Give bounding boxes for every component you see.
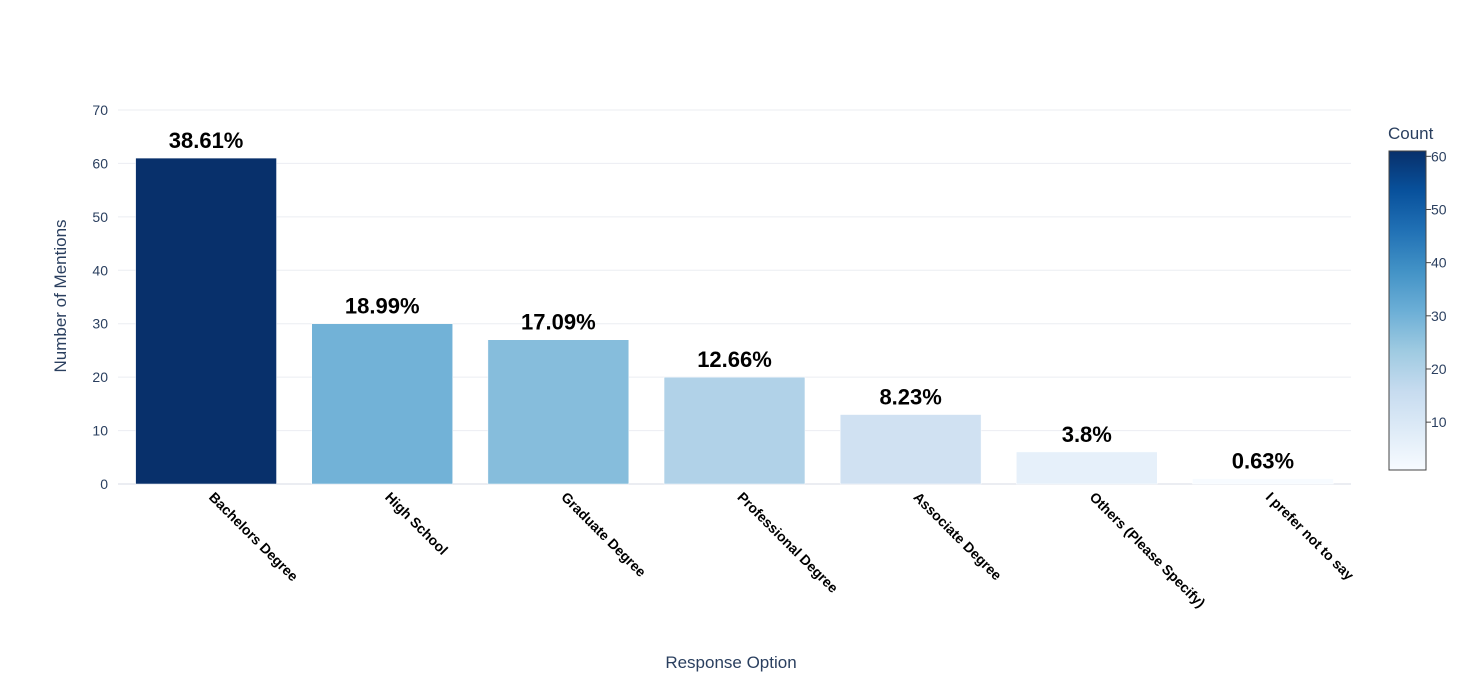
- x-axis-title: Response Option: [665, 653, 796, 672]
- bar-data-label: 12.66%: [697, 347, 772, 372]
- bar[interactable]: [1192, 478, 1334, 485]
- bar[interactable]: [1016, 451, 1158, 485]
- colorbar-ticks: 10 20 30 40 50 60: [1426, 148, 1447, 430]
- bar[interactable]: [311, 323, 453, 485]
- x-axis-category-labels: Bachelors Degree High School Graduate Degr…: [206, 489, 1357, 611]
- colorbar-tick-label: 20: [1431, 361, 1447, 377]
- colorbar-tick-label: 10: [1431, 414, 1447, 430]
- colorbar-tick-label: 30: [1431, 308, 1447, 324]
- y-tick-label: 0: [100, 476, 108, 492]
- colorbar-gradient: [1388, 150, 1427, 471]
- bar[interactable]: [135, 157, 277, 485]
- data-labels: 38.61% 18.99% 17.09% 12.66% 8.23% 3.8% 0.63%: [169, 128, 1294, 474]
- colorbar-tick-label: 50: [1431, 201, 1447, 217]
- x-category-label: Bachelors Degree: [206, 489, 302, 585]
- colorbar-tick-label: 40: [1431, 255, 1447, 271]
- y-tick-label: 50: [92, 209, 108, 225]
- colorbar-title: Count: [1388, 124, 1434, 143]
- bars: [135, 157, 1334, 485]
- bar-data-label: 0.63%: [1232, 449, 1294, 474]
- y-tick-label: 10: [92, 423, 108, 439]
- y-tick-label: 20: [92, 369, 108, 385]
- bar-data-label: 3.8%: [1062, 422, 1112, 447]
- x-category-label: Others (Please Specify): [1087, 489, 1209, 611]
- y-tick-label: 60: [92, 155, 108, 171]
- x-category-label: Professional Degree: [734, 489, 841, 596]
- y-tick-label: 40: [92, 262, 108, 278]
- x-category-label: Graduate Degree: [558, 489, 649, 580]
- bar-data-label: 17.09%: [521, 310, 596, 335]
- bar[interactable]: [663, 376, 806, 485]
- colorbar-tick-label: 60: [1431, 148, 1447, 164]
- colorbar: Count 10 20 30 40 50 60: [1388, 124, 1447, 471]
- bar[interactable]: [839, 414, 982, 485]
- bar[interactable]: [487, 339, 630, 485]
- y-axis-tick-labels: 0 10 20 30 40 50 60 70: [92, 102, 108, 492]
- y-tick-label: 30: [92, 316, 108, 332]
- x-category-label: High School: [382, 489, 451, 558]
- x-category-label: Associate Degree: [911, 489, 1006, 584]
- y-tick-label: 70: [92, 102, 108, 118]
- x-category-label: I prefer not to say: [1263, 489, 1358, 584]
- bar-data-label: 38.61%: [169, 128, 244, 153]
- bar-data-label: 18.99%: [345, 294, 420, 319]
- y-axis-title: Number of Mentions: [51, 219, 70, 372]
- bar-data-label: 8.23%: [879, 385, 941, 410]
